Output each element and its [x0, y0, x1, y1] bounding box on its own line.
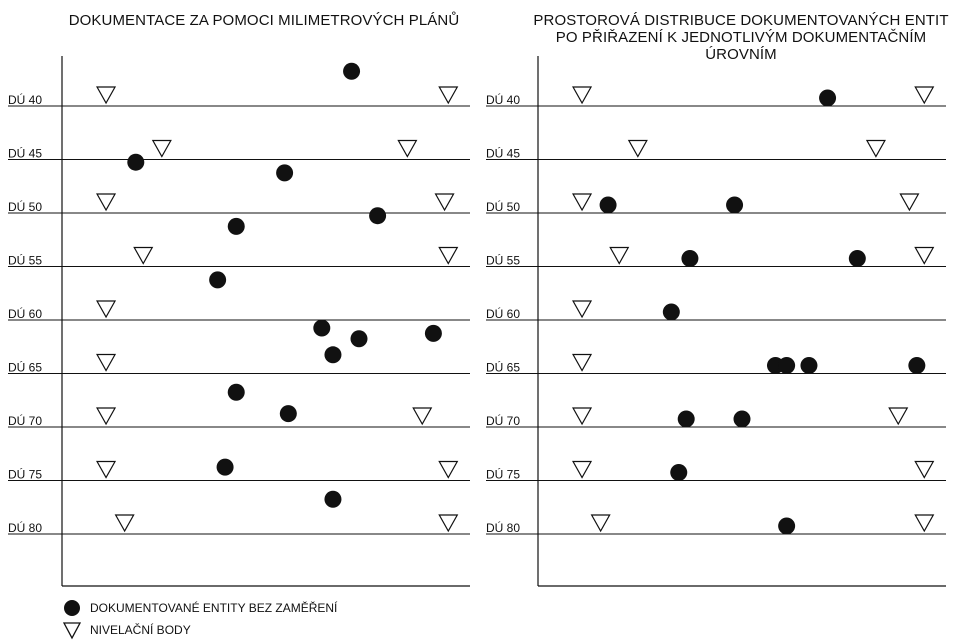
right-entity-dot	[599, 196, 617, 214]
left-benchmark-triangle	[397, 139, 418, 158]
left-benchmark-triangle	[133, 246, 154, 265]
right-benchmark-triangle	[914, 246, 935, 265]
right-benchmark-triangle	[609, 246, 630, 265]
left-entity-dot	[343, 62, 361, 80]
left-benchmark-triangle	[438, 246, 459, 265]
right-entity-dot	[778, 357, 796, 374]
right-entity-dot	[726, 196, 744, 214]
left-benchmark-triangle	[438, 514, 459, 533]
right-entity-dot	[778, 517, 796, 535]
right-level-label: DÚ 80	[486, 520, 520, 535]
right-benchmark-triangle	[572, 460, 593, 479]
left-benchmark-triangle	[438, 86, 459, 105]
left-entity-dot	[127, 153, 145, 171]
left-level-label: DÚ 75	[8, 467, 42, 482]
right-benchmark-triangle	[572, 86, 593, 105]
right-benchmark-triangle	[572, 193, 593, 212]
right-entity-dot	[848, 250, 866, 267]
left-entity-dot	[276, 164, 294, 182]
left-entity-dot	[227, 383, 245, 401]
right-level-label: DÚ 50	[486, 199, 520, 214]
legend-entities-label: DOKUMENTOVANÉ ENTITY BEZ ZAMĚŘENÍ	[90, 601, 338, 615]
left-level-label: DÚ 55	[8, 253, 42, 268]
right-benchmark-triangle	[914, 460, 935, 479]
right-entity-dot	[677, 410, 695, 428]
left-benchmark-triangle	[96, 353, 117, 372]
right-level-label: DÚ 40	[486, 92, 520, 107]
left-benchmark-triangle	[438, 460, 459, 479]
right-level-label: DÚ 70	[486, 413, 520, 428]
left-entity-dot	[369, 207, 387, 225]
legend-entities: DOKUMENTOVANÉ ENTITY BEZ ZAMĚŘENÍ	[62, 598, 337, 618]
left-panel-title: DOKUMENTACE ZA POMOCI MILIMETROVÝCH PLÁN…	[68, 12, 460, 29]
triangle-down-icon	[62, 622, 82, 640]
left-entity-dot	[216, 458, 234, 476]
left-entity-dot	[424, 324, 442, 342]
left-level-label: DÚ 40	[8, 92, 42, 107]
left-benchmark-triangle	[96, 193, 117, 212]
right-level-label: DÚ 45	[486, 146, 520, 161]
left-level-label: DÚ 70	[8, 413, 42, 428]
right-entity-dot	[670, 464, 688, 481]
right-entity-dot	[800, 357, 818, 374]
left-benchmark-triangle	[412, 407, 433, 426]
left-entity-dot	[279, 405, 297, 423]
right-panel-title: PROSTOROVÁ DISTRIBUCE DOKUMENTOVANÝCH EN…	[533, 12, 949, 63]
left-benchmark-triangle	[96, 407, 117, 426]
right-entity-dot	[819, 89, 837, 107]
left-entity-dot	[313, 319, 331, 337]
left-level-label: DÚ 50	[8, 199, 42, 214]
left-level-label: DÚ 65	[8, 360, 42, 375]
right-benchmark-triangle	[572, 300, 593, 319]
left-level-label: DÚ 80	[8, 520, 42, 535]
left-benchmark-triangle	[151, 139, 172, 158]
right-benchmark-triangle	[914, 86, 935, 105]
right-entity-dot	[681, 250, 699, 267]
legend-benchmarks: NIVELAČNÍ BODY	[62, 620, 191, 640]
right-level-label: DÚ 60	[486, 306, 520, 321]
right-entity-dot	[908, 357, 926, 374]
left-level-label: DÚ 45	[8, 146, 42, 161]
left-benchmark-triangle	[96, 300, 117, 319]
right-level-label: DÚ 75	[486, 467, 520, 482]
right-entity-dot	[662, 303, 680, 321]
left-entity-dot	[350, 330, 368, 348]
right-benchmark-triangle	[627, 139, 648, 158]
left-benchmark-triangle	[96, 460, 117, 479]
left-entity-dot	[324, 490, 342, 508]
left-level-label: DÚ 60	[8, 306, 42, 321]
right-benchmark-triangle	[865, 139, 886, 158]
right-benchmark-triangle	[899, 193, 920, 212]
right-benchmark-triangle	[572, 353, 593, 372]
right-level-label: DÚ 65	[486, 360, 520, 375]
right-entity-dot	[733, 410, 751, 428]
right-benchmark-triangle	[572, 407, 593, 426]
left-benchmark-triangle	[434, 193, 455, 212]
left-entity-dot	[227, 217, 245, 235]
filled-circle-icon	[64, 600, 80, 616]
left-entity-dot	[324, 346, 342, 364]
right-level-label: DÚ 55	[486, 253, 520, 268]
left-entity-dot	[209, 271, 227, 289]
right-benchmark-triangle	[590, 514, 611, 533]
right-benchmark-triangle	[888, 407, 909, 426]
left-benchmark-triangle	[114, 514, 135, 533]
right-benchmark-triangle	[914, 514, 935, 533]
legend-benchmarks-label: NIVELAČNÍ BODY	[90, 623, 191, 637]
left-benchmark-triangle	[96, 86, 117, 105]
